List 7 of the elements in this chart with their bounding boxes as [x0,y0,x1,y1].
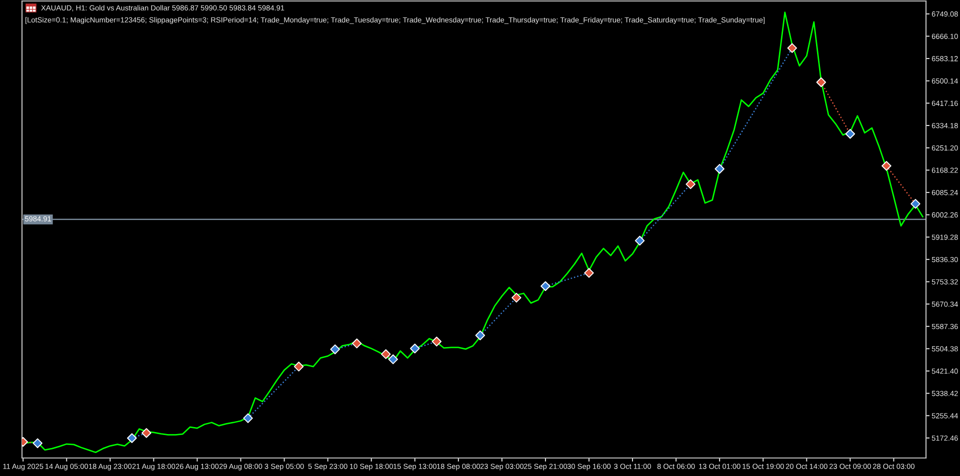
point [32,438,42,448]
point [714,164,724,174]
point [388,354,398,364]
point [142,428,152,438]
point [127,433,137,443]
point [787,43,798,53]
point [380,349,391,360]
